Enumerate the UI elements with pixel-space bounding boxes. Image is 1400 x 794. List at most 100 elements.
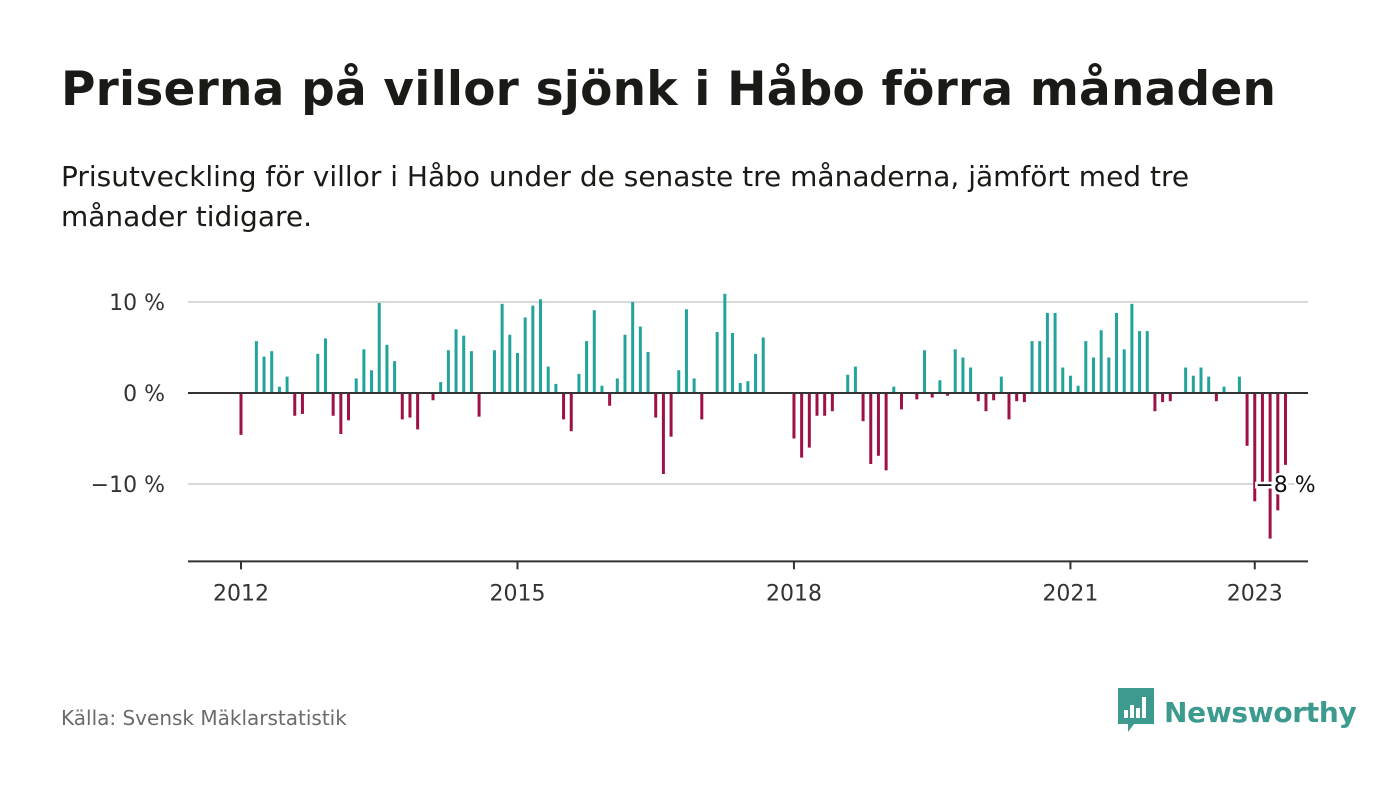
bar <box>692 378 696 393</box>
bar <box>285 376 289 393</box>
bar <box>323 338 327 393</box>
bar <box>1138 331 1142 393</box>
bar <box>915 393 919 400</box>
bar <box>830 393 834 412</box>
bar <box>1168 393 1172 402</box>
bar <box>723 293 727 393</box>
bar <box>684 309 688 393</box>
x-tick-label: 2015 <box>489 581 545 606</box>
bar <box>1214 393 1218 402</box>
bar <box>370 370 374 393</box>
bar <box>969 367 973 393</box>
bar <box>654 393 658 418</box>
bar <box>846 374 850 393</box>
bar <box>1076 385 1080 393</box>
bar <box>884 393 888 471</box>
bar <box>431 393 435 401</box>
bar <box>984 393 988 412</box>
bar <box>677 370 681 393</box>
bar <box>362 349 366 393</box>
bar <box>331 393 335 416</box>
bar <box>1184 367 1188 393</box>
chart-title: Priserna på villor sjönk i Håbo förra må… <box>61 62 1277 117</box>
bar <box>746 381 750 393</box>
bar <box>961 357 965 393</box>
bar <box>1107 357 1111 393</box>
bar <box>976 393 980 402</box>
bar <box>1207 376 1211 393</box>
bar <box>615 378 619 393</box>
bar <box>416 393 420 430</box>
bar <box>623 334 627 393</box>
bar <box>946 393 950 396</box>
bar <box>347 393 351 421</box>
bar <box>316 353 320 393</box>
bar <box>277 386 281 393</box>
bar <box>393 361 397 393</box>
bar <box>408 393 412 418</box>
bar <box>339 393 343 434</box>
brand-name: Newsworthy <box>1164 695 1357 729</box>
bar <box>1007 393 1011 420</box>
bar <box>1045 312 1049 393</box>
bar <box>1084 341 1088 393</box>
bar <box>585 341 589 393</box>
brand-logo: Newsworthy <box>1118 688 1357 736</box>
bar <box>400 393 404 420</box>
bar <box>1253 393 1257 502</box>
bar <box>1038 341 1042 393</box>
last-value-label: −8 % <box>1255 473 1315 498</box>
x-tick-label: 2018 <box>766 581 822 606</box>
source-note: Källa: Svensk Mäklarstatistik <box>61 706 347 730</box>
bar <box>1130 303 1134 393</box>
bar <box>761 337 765 393</box>
bar <box>270 351 274 393</box>
bar <box>262 356 266 393</box>
bar <box>1153 393 1157 412</box>
bar <box>1245 393 1249 446</box>
bar <box>462 335 466 393</box>
bar <box>853 366 857 393</box>
bar <box>454 329 458 393</box>
bar <box>1015 393 1019 402</box>
bar <box>754 353 758 393</box>
bar <box>1068 375 1072 393</box>
bar <box>876 393 880 456</box>
bar <box>469 351 473 393</box>
bar <box>446 350 450 393</box>
bar <box>899 393 903 410</box>
bar <box>646 352 650 393</box>
bar <box>631 302 635 393</box>
bar <box>1222 386 1226 393</box>
bar <box>669 393 673 437</box>
bar <box>239 393 243 435</box>
bar <box>523 317 527 393</box>
bar <box>1237 376 1241 393</box>
bar <box>923 350 927 393</box>
y-tick-label: −10 % <box>91 473 165 498</box>
bar <box>800 393 804 458</box>
y-tick-label: 10 % <box>109 291 165 316</box>
bar <box>569 393 573 432</box>
bar <box>1191 375 1195 393</box>
bar <box>1061 367 1065 393</box>
bar <box>492 350 496 393</box>
bar <box>531 305 535 393</box>
bar <box>823 393 827 416</box>
bar <box>1276 393 1280 511</box>
x-axis-ticks: 2012 2015 2018 2021 2023 <box>213 561 1283 606</box>
bar <box>1260 393 1264 483</box>
bar <box>953 349 957 393</box>
bar <box>1022 393 1026 403</box>
bar <box>700 393 704 420</box>
chart-subtitle: Prisutveckling för villor i Håbo under d… <box>61 160 1190 233</box>
bar <box>1053 312 1057 393</box>
bar <box>385 344 389 393</box>
bar <box>638 326 642 393</box>
x-tick-label: 2012 <box>213 581 269 606</box>
bar <box>661 393 665 474</box>
bar <box>1099 330 1103 393</box>
bar <box>1268 393 1272 539</box>
bar-chart-speech-bubble-icon <box>1118 688 1154 736</box>
